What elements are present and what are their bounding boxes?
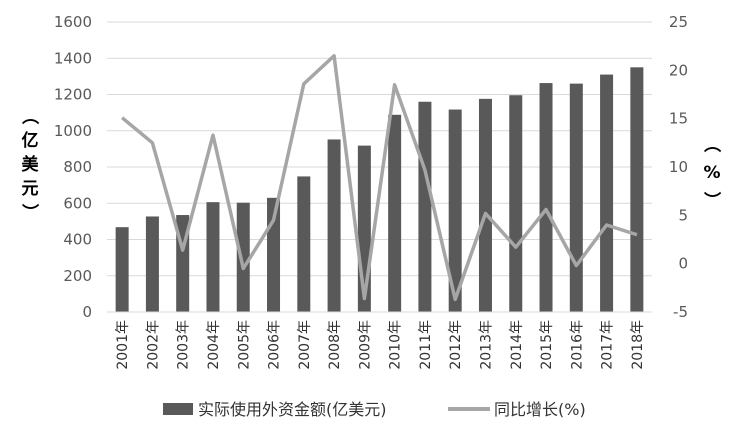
bar-2010年 [388,114,402,312]
x-tick-label: 2014年 [509,320,525,370]
bar-2017年 [600,74,614,312]
bar-2015年 [539,83,553,312]
right-tick-label: 15 [669,110,688,128]
left-tick-label: 200 [63,267,92,285]
left-tick-label: 1400 [54,49,92,67]
bar-2016年 [569,83,583,312]
legend-bar-swatch [163,403,193,415]
gridlines [107,21,652,313]
left-axis-title-char: ） [19,204,40,221]
left-axis-ticks: 0 200 400 600 800 1000 1200 1400 1600 [54,13,92,321]
left-tick-label: 400 [63,231,92,249]
x-tick-label: 2007年 [297,320,313,370]
x-tick-label: 2011年 [418,320,434,370]
bar-series [115,67,644,312]
bar-2011年 [418,101,432,312]
right-tick-label: 20 [669,61,688,79]
bar-2001年 [115,227,129,312]
left-tick-label: 1600 [54,13,92,31]
legend-bar-label: 实际使用外资金额(亿美元) [198,400,387,419]
x-tick-label: 2018年 [630,320,646,370]
x-tick-label: 2001年 [115,320,131,370]
right-axis-title: （% ） [701,136,722,209]
left-axis-title-char: （ [19,108,40,125]
x-tick-label: 2015年 [539,320,555,370]
bar-2002年 [145,216,159,312]
bar-2007年 [297,176,311,312]
bar-2014年 [509,95,523,312]
x-tick-label: 2006年 [267,320,283,370]
x-tick-label: 2009年 [357,320,373,370]
x-tick-label: 2016年 [569,320,585,370]
left-axis-title: （ 亿美元 ） [19,108,40,221]
right-tick-label: 10 [669,158,688,176]
x-tick-label: 2005年 [236,320,252,370]
bar-2018年 [630,67,644,312]
left-tick-label: 1200 [54,86,92,104]
right-axis-title-char: % [703,163,720,183]
right-axis-ticks: -5 0 5 10 15 20 25 [669,13,688,321]
left-tick-label: 0 [82,303,92,321]
x-tick-label: 2002年 [145,320,161,370]
x-axis-ticks: 2001年 2002年 2003年 2004年 2005年 2006年 2007年 2008年… [115,320,646,370]
legend-line-label: 同比增长(%) [494,400,586,419]
bar-2012年 [448,109,462,312]
left-axis-title-char: 元 [22,179,39,199]
left-tick-label: 1000 [54,122,92,140]
right-tick-label: 5 [678,206,688,224]
left-axis-title-char: 美 [22,154,40,175]
x-tick-label: 2013年 [478,320,494,370]
line-series [120,54,638,302]
x-tick-label: 2003年 [176,320,192,370]
x-tick-label: 2017年 [600,320,616,370]
left-axis-title-char: 亿 [22,130,39,151]
right-axis-title-char: ） [701,192,722,209]
x-tick-label: 2008年 [327,320,343,370]
bar-2005年 [236,202,250,312]
right-tick-label: -5 [673,303,688,321]
left-tick-label: 800 [63,158,92,176]
right-axis-title-char: （ [701,136,722,153]
bar-2004年 [206,202,220,312]
bar-2008年 [327,139,341,312]
bar-2013年 [478,98,492,312]
x-tick-label: 2010年 [388,320,404,370]
right-tick-label: 25 [669,13,688,31]
x-tick-label: 2004年 [206,320,222,370]
legend: 实际使用外资金额(亿美元) 同比增长(%) [163,400,586,419]
x-tick-label: 2012年 [448,320,464,370]
growth-line [120,54,638,302]
right-tick-label: 0 [678,255,688,273]
left-tick-label: 600 [63,194,92,212]
